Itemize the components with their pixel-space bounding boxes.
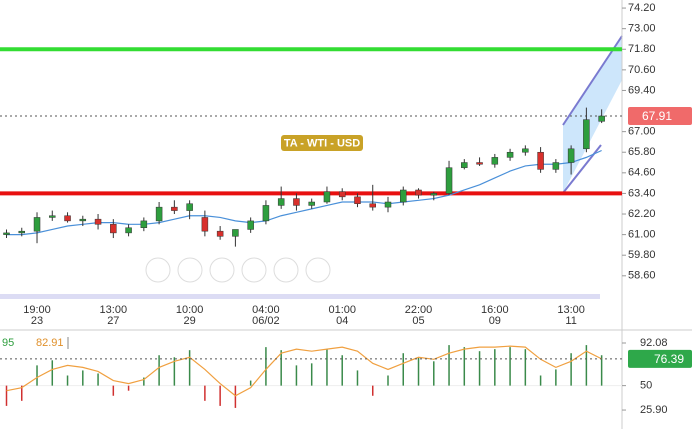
x-tick-label: 23 <box>31 315 43 327</box>
candle-body <box>262 205 270 222</box>
x-tick-label: 09 <box>489 315 501 327</box>
symbol-label: TA - WTI - USD <box>284 137 360 149</box>
candle-body <box>323 191 331 203</box>
candle-body <box>522 148 529 153</box>
y-tick-label: 69.40 <box>628 84 656 96</box>
candle-body <box>415 189 422 196</box>
last-value-box <box>628 349 692 368</box>
last-price-label: 67.91 <box>642 109 672 123</box>
candle-body <box>445 167 453 194</box>
y-tick-label: 63.40 <box>628 187 656 199</box>
x-tick-label: 04 <box>336 315 348 327</box>
candle-body <box>171 206 178 211</box>
y-tick-label: 74.20 <box>628 2 656 14</box>
x-tick-label: 05 <box>412 315 424 327</box>
candle-body <box>110 224 117 234</box>
last-value-label: 76.39 <box>654 352 684 366</box>
volume-strip <box>0 294 600 299</box>
x-tick-label: 06/02 <box>252 315 280 327</box>
nav-button[interactable] <box>177 257 203 283</box>
candle-body <box>430 193 438 196</box>
y-tick-label: 92.08 <box>640 337 668 349</box>
candle-body <box>384 201 392 208</box>
candle-body <box>338 191 346 198</box>
candle-body <box>506 151 514 158</box>
candle-body <box>79 218 87 222</box>
candle-body <box>369 203 376 208</box>
x-tick-label: 13:00 <box>100 304 128 316</box>
candle-body <box>49 215 56 218</box>
candle-body <box>552 162 560 170</box>
y-tick-label: 25.90 <box>640 404 668 416</box>
x-tick-label: 11 <box>565 315 576 327</box>
candle-body <box>186 203 193 211</box>
last-price-box <box>628 107 692 126</box>
candle-body <box>247 220 254 230</box>
candle-body <box>140 220 148 228</box>
candle-body <box>567 148 575 163</box>
channel-fill <box>563 36 622 193</box>
x-tick-label: 27 <box>107 315 119 327</box>
candle-body <box>155 206 163 222</box>
candle-body <box>598 115 605 122</box>
candle-body <box>583 119 590 150</box>
x-tick-label: 16:00 <box>481 304 509 316</box>
signal-line <box>6 345 602 397</box>
ma-line <box>6 149 602 236</box>
candle-body <box>216 230 224 237</box>
candle-body <box>94 218 102 225</box>
y-tick-label: 62.20 <box>628 208 656 220</box>
candle-body <box>293 198 300 206</box>
y-tick-label: 65.80 <box>628 146 656 158</box>
y-tick-label: 70.60 <box>628 64 656 76</box>
candle-body <box>232 229 239 237</box>
candle-body <box>400 189 407 203</box>
candle-body <box>354 196 361 204</box>
candle-body <box>476 162 483 165</box>
x-tick-label: 01:00 <box>328 304 356 316</box>
candle-body <box>33 217 41 232</box>
x-tick-label: 04:00 <box>252 304 280 316</box>
nav-button[interactable] <box>145 257 171 283</box>
y-tick-label: 59.80 <box>628 249 656 261</box>
nav-button[interactable] <box>241 257 267 283</box>
candle-body <box>308 201 315 206</box>
nav-button[interactable] <box>273 257 299 283</box>
x-tick-label: 19:00 <box>23 304 51 316</box>
y-tick-label: 64.60 <box>628 167 656 179</box>
osc-legend: 82.91 <box>36 337 64 349</box>
candle-body <box>64 215 71 222</box>
y-tick-label: 61.00 <box>628 229 656 241</box>
candle-body <box>461 162 468 168</box>
nav-buttons[interactable] <box>145 257 331 283</box>
nav-button[interactable] <box>209 257 235 283</box>
candle-body <box>201 217 209 232</box>
candle-body <box>491 157 499 165</box>
candle-body <box>3 232 10 235</box>
candle-body <box>18 230 26 234</box>
x-tick-label: 29 <box>183 315 195 327</box>
x-tick-label: 22:00 <box>405 304 433 316</box>
y-tick-label: 58.60 <box>628 270 656 282</box>
nav-button[interactable] <box>305 257 331 283</box>
symbol-badge <box>281 135 363 151</box>
candle-body <box>537 151 544 170</box>
candle-body <box>277 198 285 206</box>
y-tick-label: 67.00 <box>628 126 656 138</box>
x-tick-label: 10:00 <box>176 304 204 316</box>
x-tick-label: 13:00 <box>557 304 585 316</box>
y-tick-label: 73.00 <box>628 23 656 35</box>
osc-legend: 95 <box>2 337 14 349</box>
y-tick-label: 50 <box>640 380 652 392</box>
y-tick-label: 71.80 <box>628 43 656 55</box>
candle-body <box>125 227 132 234</box>
